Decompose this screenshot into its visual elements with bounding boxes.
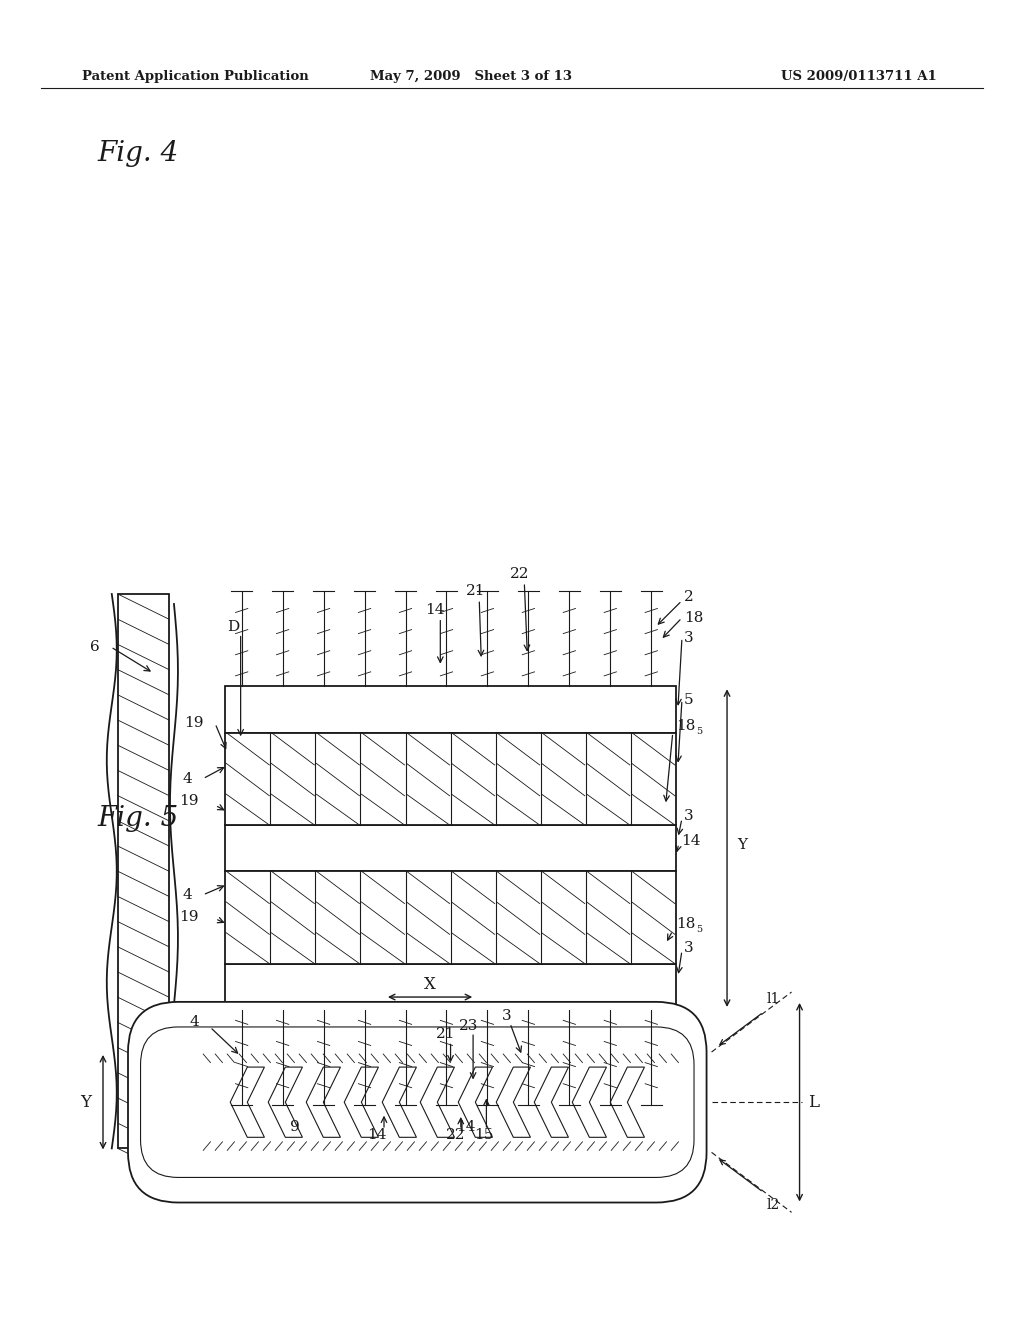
Polygon shape bbox=[382, 1067, 417, 1138]
Text: 22: 22 bbox=[510, 568, 529, 581]
Text: D: D bbox=[227, 620, 240, 634]
Bar bbox=[118, 594, 169, 1148]
Text: May 7, 2009   Sheet 3 of 13: May 7, 2009 Sheet 3 of 13 bbox=[370, 70, 572, 83]
Text: 23: 23 bbox=[460, 1019, 478, 1032]
Text: X: X bbox=[424, 975, 436, 993]
Text: 4: 4 bbox=[189, 1015, 200, 1028]
Bar bbox=[225, 825, 676, 871]
Text: l1: l1 bbox=[767, 993, 780, 1006]
Polygon shape bbox=[572, 1067, 606, 1138]
Text: 18: 18 bbox=[684, 611, 703, 624]
Bar bbox=[225, 964, 676, 1010]
Text: 5: 5 bbox=[684, 693, 693, 706]
Text: l2: l2 bbox=[767, 1199, 780, 1212]
Text: 18: 18 bbox=[676, 719, 695, 733]
Text: 19: 19 bbox=[179, 911, 199, 924]
Text: 14: 14 bbox=[367, 1129, 387, 1142]
Polygon shape bbox=[610, 1067, 644, 1138]
Text: 5: 5 bbox=[696, 925, 702, 933]
Text: 14: 14 bbox=[456, 1121, 475, 1134]
Text: Fig. 5: Fig. 5 bbox=[97, 805, 178, 832]
FancyBboxPatch shape bbox=[128, 1002, 707, 1203]
Text: 6: 6 bbox=[90, 640, 100, 653]
Text: 19: 19 bbox=[179, 795, 199, 808]
Text: 19: 19 bbox=[184, 717, 204, 730]
Text: 3: 3 bbox=[684, 941, 693, 954]
Text: Patent Application Publication: Patent Application Publication bbox=[82, 70, 308, 83]
Text: 21: 21 bbox=[435, 1027, 456, 1040]
Polygon shape bbox=[268, 1067, 302, 1138]
Text: 3: 3 bbox=[502, 1010, 512, 1023]
Text: 4: 4 bbox=[182, 772, 193, 785]
Text: 9: 9 bbox=[290, 1121, 300, 1134]
Text: 14: 14 bbox=[425, 603, 444, 616]
Text: 2: 2 bbox=[684, 590, 694, 603]
Text: 22: 22 bbox=[445, 1129, 466, 1142]
Polygon shape bbox=[344, 1067, 379, 1138]
Text: 15: 15 bbox=[474, 1129, 493, 1142]
Text: US 2009/0113711 A1: US 2009/0113711 A1 bbox=[781, 70, 937, 83]
FancyBboxPatch shape bbox=[140, 1027, 694, 1177]
Text: Fig. 4: Fig. 4 bbox=[97, 140, 178, 166]
Polygon shape bbox=[459, 1067, 493, 1138]
Text: 4: 4 bbox=[182, 888, 193, 902]
Text: 18: 18 bbox=[676, 917, 695, 931]
Bar bbox=[225, 871, 676, 964]
Text: Y: Y bbox=[737, 838, 748, 851]
Text: 3: 3 bbox=[684, 809, 693, 822]
Text: 21: 21 bbox=[466, 585, 485, 598]
Polygon shape bbox=[535, 1067, 568, 1138]
Bar bbox=[225, 686, 676, 733]
Text: 14: 14 bbox=[681, 834, 700, 847]
Text: Y: Y bbox=[80, 1094, 91, 1110]
Text: 5: 5 bbox=[696, 727, 702, 735]
Bar bbox=[225, 733, 676, 825]
Text: 3: 3 bbox=[684, 631, 693, 644]
Polygon shape bbox=[306, 1067, 340, 1138]
Polygon shape bbox=[497, 1067, 530, 1138]
Polygon shape bbox=[420, 1067, 455, 1138]
Text: L: L bbox=[808, 1094, 818, 1110]
Polygon shape bbox=[230, 1067, 264, 1138]
